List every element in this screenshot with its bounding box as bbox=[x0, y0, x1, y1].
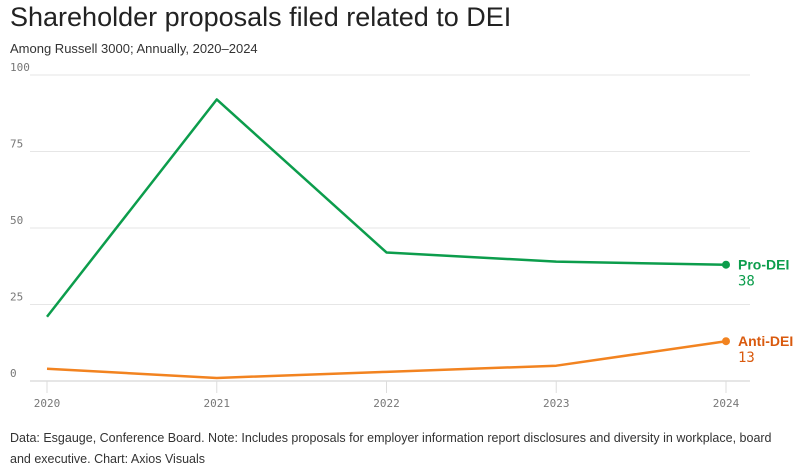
x-tick-label: 2021 bbox=[204, 397, 231, 410]
series-end-value: 13 bbox=[738, 350, 755, 366]
chart-footer-note: Data: Esgauge, Conference Board. Note: I… bbox=[10, 431, 772, 466]
y-tick-label: 75 bbox=[10, 138, 23, 151]
y-tick-label: 100 bbox=[10, 61, 30, 74]
x-tick-label: 2020 bbox=[34, 397, 61, 410]
x-tick-label: 2024 bbox=[713, 397, 740, 410]
chart-subtitle: Among Russell 3000; Annually, 2020–2024 bbox=[10, 41, 258, 56]
series-line-pro-dei bbox=[46, 98, 727, 318]
x-tick-label: 2023 bbox=[543, 397, 570, 410]
end-point-anti-dei bbox=[722, 337, 730, 346]
x-tick-label: 2022 bbox=[373, 397, 400, 410]
y-tick-label: 25 bbox=[10, 291, 23, 304]
y-tick-label: 50 bbox=[10, 214, 23, 227]
series-label: Anti-DEI bbox=[738, 333, 793, 349]
series-end-value: 38 bbox=[738, 274, 755, 290]
series-label: Pro-DEI bbox=[738, 257, 789, 273]
end-point-pro-dei bbox=[722, 260, 730, 269]
series-line-anti-dei bbox=[46, 339, 727, 380]
y-tick-label: 0 bbox=[10, 367, 17, 380]
chart-title: Shareholder proposals filed related to D… bbox=[10, 2, 512, 32]
